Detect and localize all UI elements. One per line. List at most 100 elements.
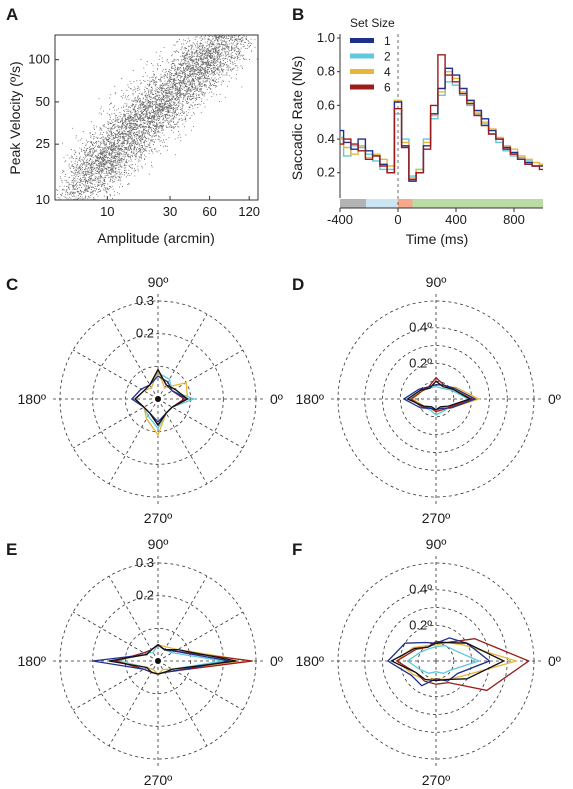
- series-line-6: [340, 54, 543, 181]
- polar-series-overall: [134, 368, 189, 427]
- polar-radial: [108, 575, 159, 662]
- angle-label: 270º: [422, 510, 450, 526]
- polar-radial: [157, 398, 208, 485]
- ring-label: 0.2: [136, 326, 154, 341]
- line-series: [339, 34, 543, 209]
- polar-radial: [157, 349, 244, 400]
- panel-e-polar: 0.2 0.3 90º 180º 0º 270º: [18, 536, 283, 788]
- panel-c-polar: 0.2 0.3 90º 180º 0º 270º: [18, 274, 283, 526]
- panel-letter-b: B: [292, 5, 304, 24]
- angle-label: 180º: [296, 653, 324, 669]
- polar-series-overall: [390, 641, 506, 682]
- polar-ring: [382, 345, 490, 453]
- legend-label-4: 4: [384, 65, 391, 79]
- polar-radial: [157, 313, 208, 400]
- polar-ring: [417, 642, 455, 680]
- panel-letter-a: A: [6, 5, 18, 24]
- angle-label: 270º: [422, 772, 450, 788]
- scatter-dots: [56, 34, 258, 201]
- x-tick-label: -400: [327, 212, 353, 227]
- angle-label: 0º: [270, 391, 283, 407]
- polar-series-1: [402, 384, 477, 411]
- x-axis-label: Amplitude (arcmin): [97, 230, 214, 246]
- legend-label-1: 1: [384, 34, 391, 48]
- polar-radial: [108, 660, 159, 747]
- x-axis-label: Time (ms): [406, 231, 468, 247]
- panel-f-polar: 0.2º 0.4º 90º 180º 0º 270º: [296, 536, 561, 788]
- x-tick-label: 10: [100, 204, 114, 219]
- polar-ring: [364, 589, 508, 733]
- polar-radial: [72, 611, 159, 662]
- x-tick-label: 120: [238, 204, 260, 219]
- angle-label: 270º: [144, 772, 172, 788]
- legend-swatch-4: [350, 69, 374, 74]
- ring-label: 0.3: [136, 293, 154, 308]
- phase-segment: [366, 199, 398, 208]
- y-tick-label: 0.6: [317, 97, 335, 112]
- center-dot: [155, 396, 161, 402]
- ring-label: 0.2: [136, 588, 154, 603]
- ring-label: 0.4º: [409, 582, 432, 597]
- ring-label: 0.3: [136, 555, 154, 570]
- center-dot: [155, 658, 161, 664]
- angle-label: 270º: [144, 510, 172, 526]
- legend-swatch-6: [350, 84, 374, 90]
- y-axis-label: Peak Velocity (º/s): [7, 61, 23, 174]
- axis-ticks: 10 30 60 120 10 25 50 100: [28, 52, 260, 219]
- x-tick-label: 30: [163, 204, 177, 219]
- series-line-2: [340, 81, 543, 177]
- panel-b-line: -400 0 400 800 0.2 0.4 0.6 0.8 1.0 Time (ms) Sac…: [289, 16, 543, 247]
- legend-label-2: 2: [384, 50, 391, 64]
- legend-label-6: 6: [384, 81, 391, 95]
- panel-letter-f: F: [292, 540, 302, 559]
- y-tick-label: 0.4: [317, 131, 335, 146]
- y-tick-label: 10: [36, 192, 50, 207]
- ring-label: 0.4º: [409, 320, 432, 335]
- polar-radial: [108, 313, 159, 400]
- polar-radial: [157, 575, 208, 662]
- panel-a-scatter: 10 30 60 120 10 25 50 100 Amplitude (arcmin) Pe…: [7, 34, 260, 246]
- polar-series-1: [386, 637, 491, 687]
- polar-radial: [72, 398, 159, 449]
- legend-title: Set Size: [350, 16, 395, 30]
- x-tick-label: 800: [503, 212, 525, 227]
- phase-segment: [398, 199, 413, 208]
- polar-radial: [157, 660, 244, 711]
- legend-swatch-1: [350, 38, 374, 43]
- phase-segment: [340, 199, 367, 208]
- y-tick-label: 0.8: [317, 64, 335, 79]
- polar-radial: [108, 398, 159, 485]
- polar-ring: [364, 327, 508, 471]
- scatter-points: [56, 34, 258, 201]
- plot-frame: [54, 34, 259, 201]
- angle-label: 90º: [426, 536, 447, 552]
- polar-series-2: [406, 644, 481, 674]
- angle-label: 90º: [148, 274, 169, 290]
- angle-label: 180º: [296, 391, 324, 407]
- polar-radial: [157, 398, 244, 449]
- angle-label: 180º: [18, 391, 46, 407]
- x-tick-label: 0: [394, 212, 401, 227]
- angle-label: 90º: [148, 536, 169, 552]
- ring-label: 0.2º: [409, 355, 432, 370]
- panel-d-polar: 0.2º 0.4º 90º 180º 0º 270º: [296, 274, 561, 526]
- y-tick-label: 1.0: [317, 30, 335, 45]
- ring-label: 0.2º: [409, 617, 432, 632]
- axis-ticks: -400 0 400 800 0.2 0.4 0.6 0.8 1.0: [317, 30, 525, 227]
- panel-letter-c: C: [6, 275, 18, 294]
- panel-letter-d: D: [292, 275, 304, 294]
- y-tick-label: 25: [36, 136, 50, 151]
- polar-series-2: [408, 385, 470, 416]
- y-tick-label: 0.2: [317, 165, 335, 180]
- polar-ring: [92, 333, 224, 465]
- angle-label: 0º: [548, 391, 561, 407]
- x-tick-label: 400: [445, 212, 467, 227]
- angle-label: 0º: [548, 653, 561, 669]
- polar-series-overall: [108, 643, 237, 675]
- y-tick-label: 100: [28, 52, 50, 67]
- polar-radial: [72, 349, 159, 400]
- y-axis-label: Saccadic Rate (N/s): [289, 56, 305, 180]
- polar-radial: [157, 660, 208, 747]
- polar-series-overall: [406, 380, 472, 411]
